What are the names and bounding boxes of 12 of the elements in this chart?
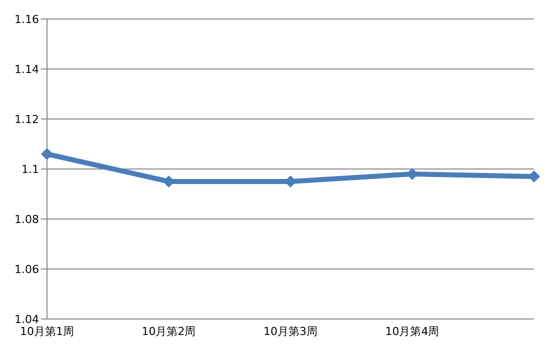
x-tick-label: 10月第4周: [385, 324, 440, 338]
y-tick-label: 1.06: [14, 262, 39, 276]
x-tick-label: 10月第2周: [142, 324, 196, 338]
x-tick-label: 10月第1周: [20, 324, 74, 338]
y-tick-label: 1.08: [14, 212, 39, 226]
y-tick-label: 1.12: [14, 112, 39, 126]
point: [41, 148, 53, 160]
y-tick-label: 1.04: [14, 312, 39, 326]
y-tick-label: 1.14: [14, 62, 39, 76]
x-tick-label: 10月第3周: [264, 324, 318, 338]
y-tick-label: 1.1: [22, 162, 39, 176]
y-tick-label: 1.16: [14, 12, 39, 26]
